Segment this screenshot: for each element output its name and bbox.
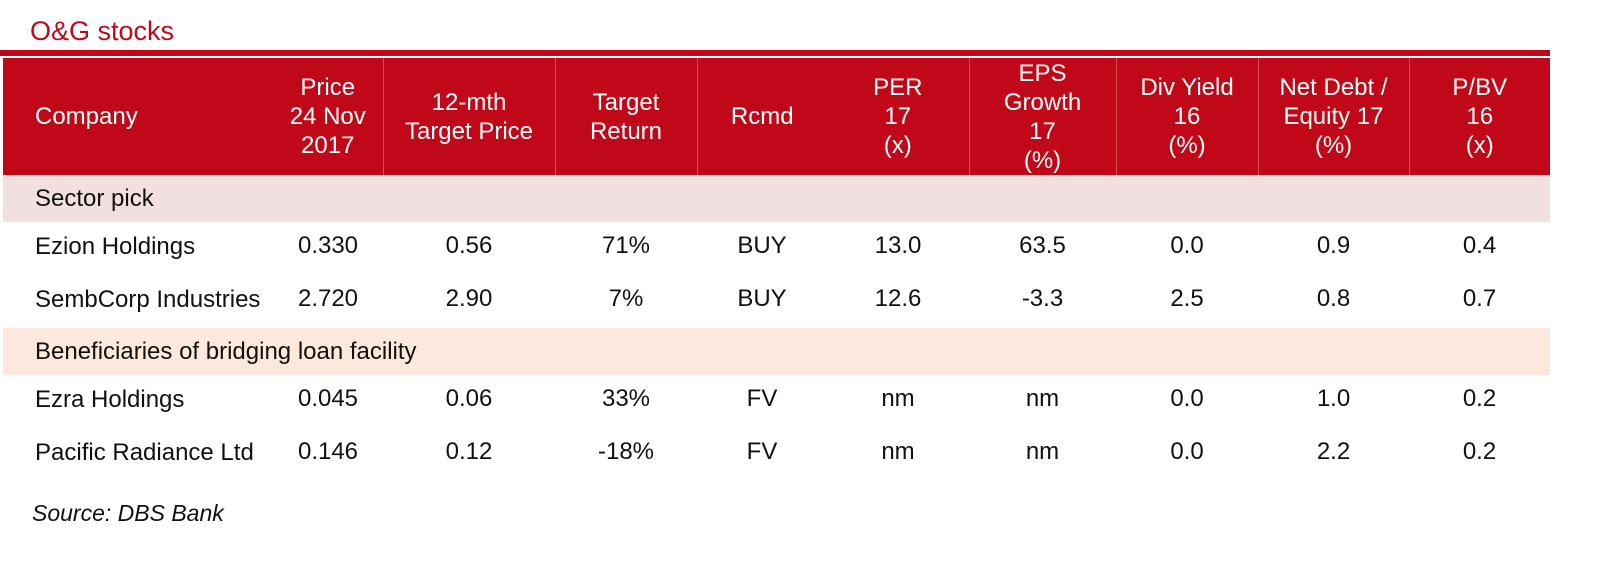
- section-header-sector-pick: Sector pick: [3, 175, 1550, 222]
- price-cell: 0.045: [297, 385, 359, 412]
- header-price-line: 24 Nov: [289, 103, 366, 130]
- header-rcmd: Rcmd: [696, 58, 827, 175]
- header-rcmd-label: Rcmd: [730, 103, 794, 130]
- header-pbv-line: 16: [1466, 103, 1494, 130]
- rcmd-cell: FV: [746, 385, 778, 412]
- header-eps-growth: EPS Growth 17 (%): [968, 58, 1116, 175]
- company-cell: SembCorp Industries: [35, 285, 261, 313]
- header-eps-growth-line: Growth: [1003, 88, 1082, 116]
- header-company-label: Company: [35, 103, 138, 130]
- header-net-debt-line: (%): [1314, 132, 1353, 159]
- section-label: Beneficiaries of bridging loan facility: [35, 337, 417, 365]
- rcmd-cell: FV: [746, 438, 778, 465]
- company-cell: Pacific Radiance Ltd: [35, 438, 254, 466]
- header-net-debt-line: Equity 17: [1283, 103, 1384, 130]
- rcmd-cell: BUY: [737, 285, 787, 312]
- header-eps-growth-line: (%): [1023, 146, 1062, 174]
- header-price-line: Price: [300, 74, 356, 101]
- rcmd-cell: BUY: [737, 232, 787, 259]
- target-return-cell: 33%: [601, 385, 651, 412]
- per-cell: nm: [881, 438, 915, 465]
- net-debt-cell: 1.0: [1316, 385, 1351, 412]
- header-eps-growth-line: EPS: [1018, 59, 1067, 87]
- header-pbv-line: P/BV: [1452, 74, 1508, 101]
- header-pbv-line: (x): [1465, 132, 1494, 159]
- header-row: Company Price 24 Nov 2017 12-mth Target …: [3, 58, 1550, 175]
- net-debt-cell: 0.9: [1316, 232, 1351, 259]
- pbv-cell: 0.2: [1462, 385, 1497, 412]
- target-price-cell: 0.06: [445, 385, 493, 412]
- title-rule: [0, 50, 1550, 56]
- header-per-line: 17: [884, 103, 912, 130]
- header-net-debt: Net Debt / Equity 17 (%): [1257, 58, 1409, 175]
- section-label: Sector pick: [35, 184, 154, 212]
- table-row: Pacific Radiance Ltd 0.146 0.12 -18% FV …: [3, 423, 1550, 481]
- table-row: Ezion Holdings 0.330 0.56 71% BUY 13.0 6…: [3, 222, 1550, 270]
- header-target-price-line: 12-mth: [431, 88, 507, 116]
- net-debt-cell: 0.8: [1316, 285, 1351, 312]
- header-target-return: Target Return: [554, 58, 697, 175]
- header-per-line: (x): [883, 132, 912, 159]
- source-note: Source: DBS Bank: [32, 500, 224, 526]
- eps-growth-cell: -3.3: [1021, 285, 1064, 312]
- pbv-cell: 0.2: [1462, 438, 1497, 465]
- net-debt-cell: 2.2: [1316, 438, 1351, 465]
- price-cell: 2.720: [297, 285, 359, 312]
- eps-growth-cell: nm: [1025, 385, 1060, 412]
- header-pbv: P/BV 16 (x): [1408, 58, 1550, 175]
- pbv-cell: 0.4: [1462, 232, 1497, 259]
- header-div-yield: Div Yield 16 (%): [1115, 58, 1258, 175]
- pbv-cell: 0.7: [1462, 285, 1497, 312]
- header-eps-growth-line: 17: [1029, 117, 1056, 145]
- div-yield-cell: 2.5: [1170, 285, 1204, 312]
- header-target-return-line: Target: [592, 88, 660, 116]
- header-div-yield-line: (%): [1168, 132, 1206, 159]
- header-per: PER 17 (x): [827, 58, 969, 175]
- target-price-cell: 2.90: [445, 285, 493, 312]
- target-return-cell: 7%: [608, 285, 644, 312]
- header-price-line: 2017: [301, 132, 355, 159]
- header-price: Price 24 Nov 2017: [273, 58, 383, 175]
- header-target-price-line: Target Price: [404, 117, 534, 145]
- eps-growth-cell: nm: [1025, 438, 1060, 465]
- eps-growth-cell: 63.5: [1019, 232, 1066, 259]
- div-yield-cell: 0.0: [1170, 385, 1204, 412]
- price-cell: 0.146: [297, 438, 359, 465]
- stocks-table: Company Price 24 Nov 2017 12-mth Target …: [3, 58, 1550, 481]
- target-return-cell: -18%: [597, 438, 655, 465]
- div-yield-cell: 0.0: [1170, 232, 1204, 259]
- target-price-cell: 0.12: [445, 438, 493, 465]
- target-return-cell: 71%: [601, 232, 651, 259]
- per-cell: nm: [881, 385, 915, 412]
- per-cell: 13.0: [874, 232, 922, 259]
- table-row: SembCorp Industries 2.720 2.90 7% BUY 12…: [3, 270, 1550, 328]
- div-yield-cell: 0.0: [1170, 438, 1204, 465]
- header-net-debt-line: Net Debt /: [1279, 74, 1388, 101]
- header-div-yield-line: 16: [1173, 103, 1201, 130]
- header-per-line: PER: [873, 74, 923, 101]
- table-row: Ezra Holdings 0.045 0.06 33% FV nm nm 0.…: [3, 375, 1550, 423]
- section-header-bridging-loan: Beneficiaries of bridging loan facility: [3, 328, 1550, 375]
- page-title: O&G stocks: [30, 16, 175, 46]
- price-cell: 0.330: [297, 232, 359, 259]
- header-target-return-line: Return: [589, 117, 663, 145]
- header-div-yield-line: Div Yield: [1140, 74, 1234, 101]
- company-cell: Ezion Holdings: [35, 232, 196, 260]
- header-target-price: 12-mth Target Price: [382, 58, 555, 175]
- header-company: Company: [3, 58, 273, 175]
- company-cell: Ezra Holdings: [35, 385, 185, 413]
- target-price-cell: 0.56: [445, 232, 493, 259]
- per-cell: 12.6: [874, 285, 922, 312]
